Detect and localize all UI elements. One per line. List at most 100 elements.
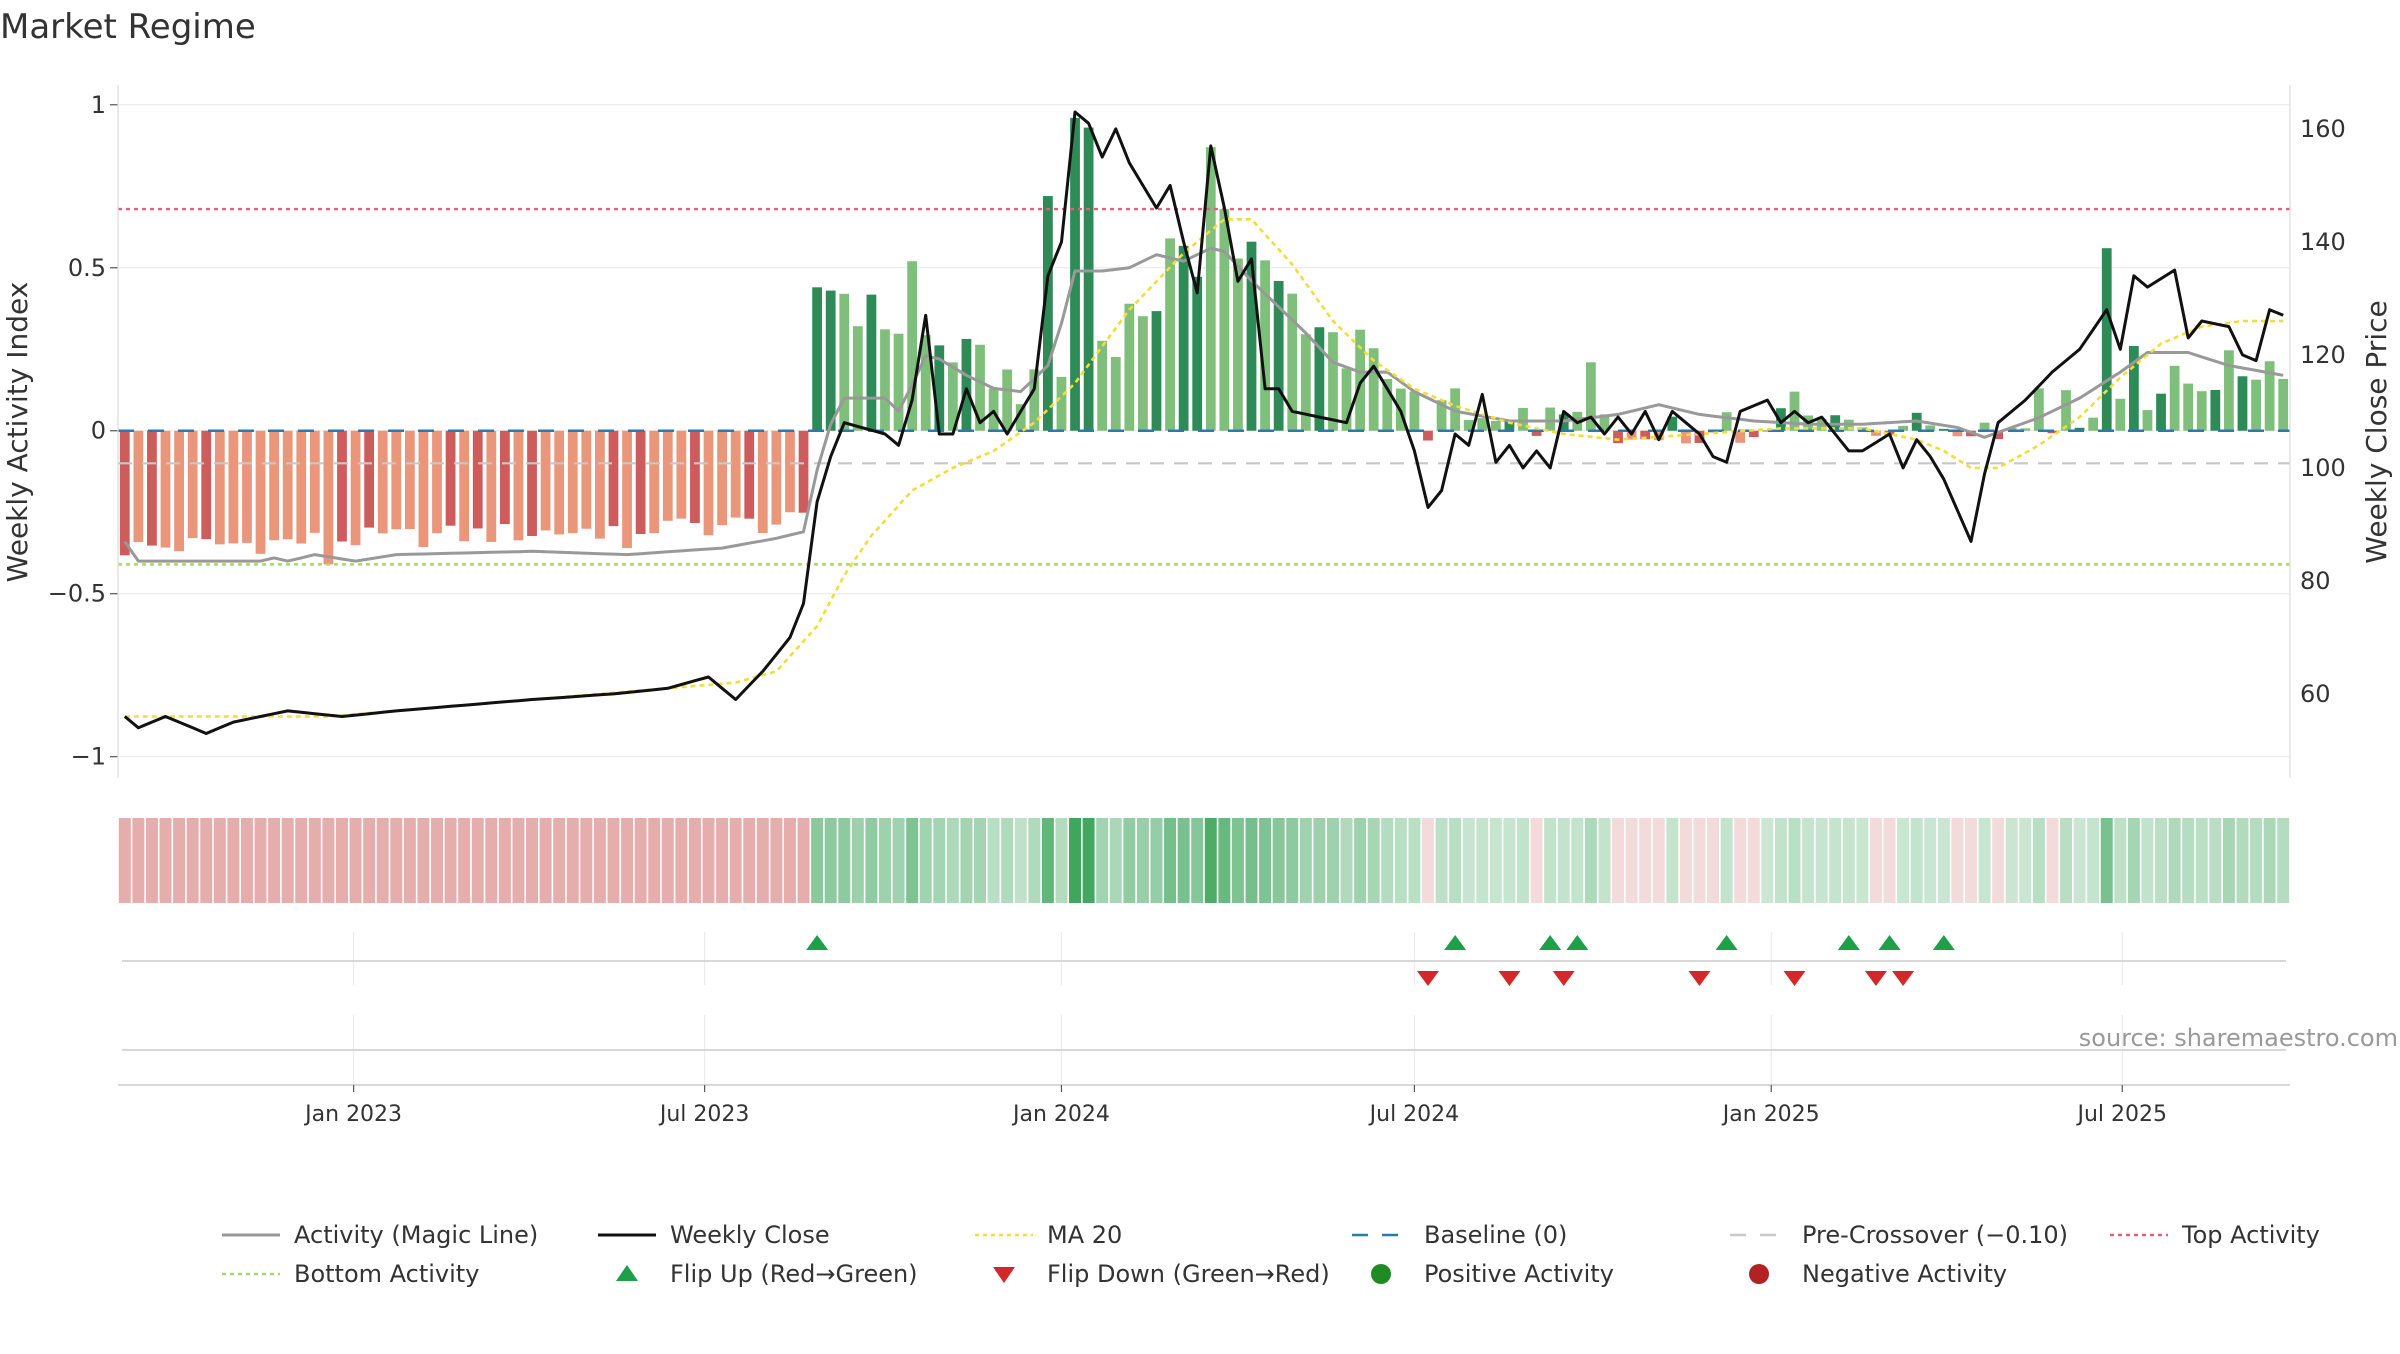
heat-cell [797,818,810,903]
activity-bar [676,430,687,519]
heat-cell [892,818,905,903]
flip-up-marker [1566,935,1589,950]
legend-item: Flip Down (Green→Red) [993,1260,1330,1288]
heat-cell [1557,818,1570,903]
activity-bar [228,430,239,544]
heat-cell [716,818,729,903]
flip-up-marker [1837,935,1860,950]
activity-bar [1938,428,1949,431]
activity-bar [404,430,415,530]
activity-bar [119,430,130,556]
activity-bar [513,430,524,541]
activity-bar [595,430,605,539]
heat-cell [471,818,484,903]
heat-cell [553,818,566,903]
activity-bar [2196,391,2207,431]
legend-label: Flip Up (Red→Green) [670,1260,918,1288]
heat-cell [1910,818,1923,903]
heat-cell [1435,818,1448,903]
activity-bar [527,430,537,537]
heat-cell [2114,818,2127,903]
activity-bar [567,430,578,534]
activity-bar [1477,418,1488,431]
heat-cell [783,818,796,903]
activity-bar [1273,280,1284,431]
activity-bar [337,430,347,542]
heat-cell [1530,818,1543,903]
heat-cell [1204,818,1217,903]
heat-cell [1164,818,1177,903]
activity-bar [1124,303,1135,431]
heat-cell [1584,818,1597,903]
activity-bar [242,430,252,543]
heat-cell [1272,818,1285,903]
axes: 1 0.5 0 −0.5 −1 160 140 120 100 80 60 Jan 2023 Jul 2… [48,85,2346,1127]
activity-bar [2074,427,2085,431]
legend-label: MA 20 [1047,1221,1122,1249]
heat-cell [1965,818,1977,903]
y-right-axis-label: Weekly Close Price [2360,300,2393,563]
activity-bar [1925,425,1936,431]
activity-bar [839,293,850,431]
heat-cell [1001,818,1014,903]
activity-bar [1586,362,1596,431]
heat-cell [2046,818,2059,903]
legend-item: Top Activity [2110,1221,2320,1249]
heat-cell [322,818,335,903]
activity-bar [852,326,863,431]
activity-bar [2224,350,2234,431]
activity-bar [757,430,768,533]
y-right-tick-label: 60 [2300,680,2331,708]
heat-cell [485,818,498,903]
heat-cell [1503,818,1516,903]
activity-bar [1246,241,1257,431]
legend-item: Weekly Close [598,1221,830,1249]
heat-cell [2263,818,2276,903]
flip-up-marker [1932,935,1955,950]
activity-bar [1043,196,1053,431]
activity-bar [920,335,931,431]
heat-cell [1639,818,1652,903]
legend-swatch [616,1265,638,1281]
activity-bar [2020,428,2031,431]
activity-bar [1681,430,1691,444]
x-tick-label: Jul 2023 [658,1102,750,1127]
x-tick-label: Jul 2024 [1368,1102,1460,1127]
activity-bar [771,430,782,525]
heat-cell [295,818,308,903]
activity-bar [825,290,836,431]
activity-bar [812,287,822,431]
activity-bar [269,430,279,541]
legend-item: Flip Up (Red→Green) [616,1260,918,1288]
activity-bar [1490,420,1501,431]
heat-cell [1747,818,1760,903]
heat-cell [349,818,362,903]
activity-bar [2251,379,2261,431]
activity-bar [418,430,429,548]
heat-cell [1150,818,1163,903]
activity-bar [391,430,402,530]
heat-cell [661,818,674,903]
activity-bar [1667,416,1678,431]
heat-cell [1354,818,1367,903]
y-right-tick-label: 80 [2300,567,2331,595]
activity-bar [880,329,890,431]
heat-cell [770,818,783,903]
heat-cell [1408,818,1421,903]
activity-bar [1436,400,1447,431]
activity-bar [1233,258,1243,431]
heat-cell [1069,818,1082,903]
activity-bar [744,430,755,519]
legend-swatch [1371,1264,1391,1284]
heat-cell [173,818,186,903]
heat-cell [756,818,769,903]
heat-cell [1788,818,1801,903]
activity-bar [866,294,877,431]
activity-bar [1382,378,1393,431]
heat-cell [1259,818,1272,903]
activity-bar [730,430,741,518]
heat-cell [906,818,919,903]
activity-bar [907,261,918,431]
chart-title: Market Regime [0,7,256,47]
